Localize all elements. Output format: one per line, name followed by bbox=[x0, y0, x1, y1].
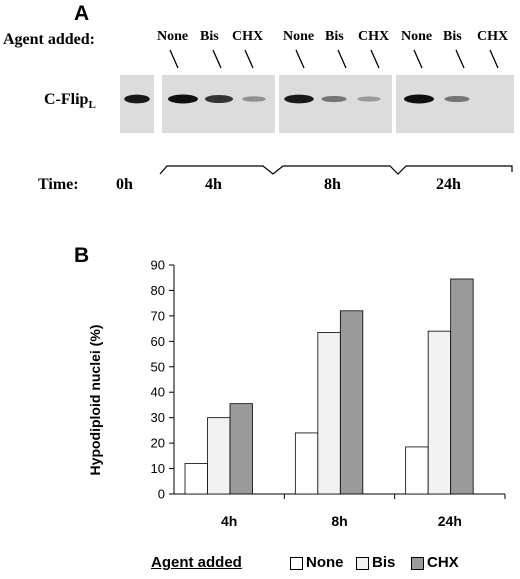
y-tick-label: 20 bbox=[151, 436, 165, 451]
blot-band bbox=[124, 94, 150, 104]
time-label: Time: bbox=[38, 176, 79, 193]
blot-panel-24h bbox=[396, 75, 514, 133]
y-tick-label: 90 bbox=[151, 258, 165, 273]
lane-label-none: None bbox=[283, 29, 315, 44]
lane-label-chx: CHX bbox=[232, 29, 264, 44]
blot-band bbox=[404, 94, 434, 104]
y-tick-label: 30 bbox=[151, 410, 165, 425]
y-tick-label: 60 bbox=[151, 334, 165, 349]
blot-band bbox=[321, 95, 347, 103]
lane-slash bbox=[455, 49, 465, 69]
time-4h: 4h bbox=[205, 176, 222, 193]
lane-slashes bbox=[169, 49, 499, 69]
bar-bis-8h bbox=[317, 332, 341, 495]
x-category-label: 24h bbox=[438, 513, 462, 529]
lane-label-none: None bbox=[157, 29, 189, 44]
blot-panel-0h bbox=[120, 75, 154, 133]
lane-slash bbox=[489, 49, 499, 69]
legend-swatch-bis bbox=[356, 557, 369, 570]
bar-none-4h bbox=[184, 463, 208, 495]
lane-slash bbox=[212, 49, 222, 69]
bar-none-8h bbox=[294, 432, 319, 495]
legend-swatch-none bbox=[290, 557, 303, 570]
lane-slash bbox=[370, 49, 380, 69]
y-tick-label: 10 bbox=[151, 461, 165, 476]
bar-bis-24h bbox=[427, 330, 452, 495]
protein-label: C-FlipL bbox=[44, 91, 96, 112]
blot-panel-4h bbox=[162, 75, 275, 133]
time-0h: 0h bbox=[116, 176, 133, 193]
blot-band bbox=[357, 96, 381, 102]
agent-added-label: Agent added: bbox=[3, 31, 96, 48]
panel-b-letter: B bbox=[74, 244, 90, 267]
x-category-label: 4h bbox=[221, 513, 237, 529]
blot-band bbox=[242, 96, 266, 102]
bar-chx-24h bbox=[450, 278, 474, 495]
blot-band bbox=[204, 95, 234, 103]
y-tick-label: 40 bbox=[151, 385, 165, 400]
lane-label-bis: Bis bbox=[443, 29, 462, 44]
bar-bis-4h bbox=[207, 417, 231, 495]
lane-label-bis: Bis bbox=[200, 29, 219, 44]
blot-band bbox=[284, 94, 314, 104]
legend-label-chx: CHX bbox=[427, 554, 459, 571]
legend-label-none: None bbox=[306, 554, 344, 571]
y-tick-label: 70 bbox=[151, 308, 165, 323]
lane-slash bbox=[295, 49, 305, 69]
time-24h: 24h bbox=[436, 176, 461, 193]
bar-chx-8h bbox=[339, 310, 364, 495]
legend-swatch-chx bbox=[411, 557, 424, 570]
blot-band bbox=[168, 94, 198, 104]
bar-chx-4h bbox=[229, 403, 253, 495]
lane-slash bbox=[244, 49, 254, 69]
legend-label-bis: Bis bbox=[372, 554, 396, 571]
x-category-label: 8h bbox=[331, 513, 347, 529]
legend-title: Agent added bbox=[151, 554, 242, 571]
y-tick-label: 50 bbox=[151, 359, 165, 374]
lane-label-chx: CHX bbox=[477, 29, 509, 44]
lane-slash bbox=[413, 49, 423, 69]
lane-label-bis: Bis bbox=[325, 29, 344, 44]
lane-slash bbox=[337, 49, 347, 69]
bar-none-24h bbox=[405, 446, 429, 495]
panel-a-letter: A bbox=[74, 2, 90, 25]
blot-panel-8h bbox=[279, 75, 392, 133]
y-tick-label: 80 bbox=[151, 283, 165, 298]
time-brackets bbox=[159, 165, 513, 175]
time-8h: 8h bbox=[324, 176, 341, 193]
lane-label-none: None bbox=[401, 29, 433, 44]
lane-slash bbox=[169, 49, 179, 69]
western-bands bbox=[124, 94, 470, 104]
y-tick-label: 0 bbox=[158, 487, 165, 502]
lane-label-chx: CHX bbox=[358, 29, 390, 44]
blot-band bbox=[444, 95, 470, 103]
